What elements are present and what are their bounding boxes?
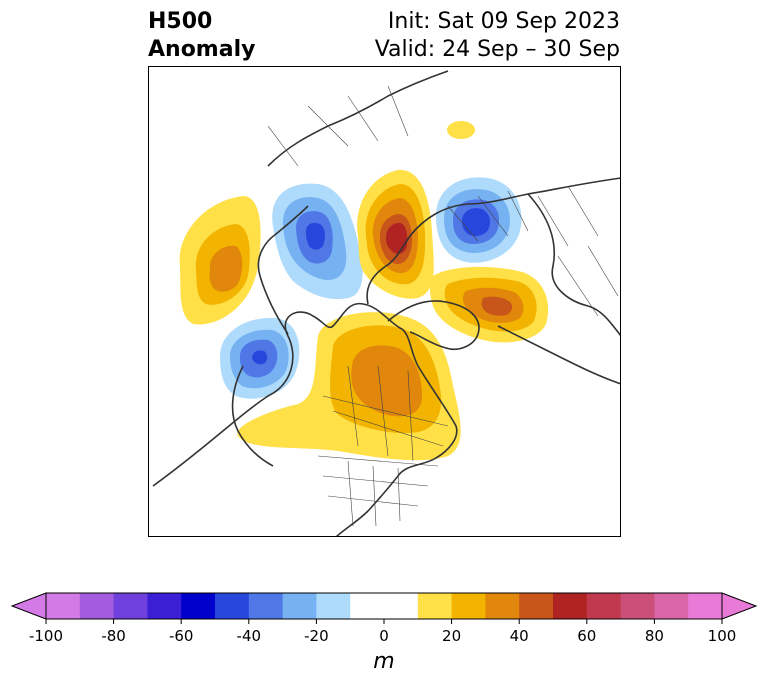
colorbar-cell <box>181 593 216 619</box>
colorbar-tick-label: -60 <box>169 627 194 645</box>
title-type: Anomaly <box>148 37 256 62</box>
colorbar-cell <box>350 593 385 619</box>
colorbar-tick-label: 20 <box>442 627 461 645</box>
colorbar-cell <box>485 593 520 619</box>
colorbar-tick-label: -80 <box>101 627 126 645</box>
colorbar-cell <box>654 593 689 619</box>
colorbar-tick-label: -40 <box>237 627 262 645</box>
colorbar-extend-low <box>10 592 47 620</box>
colorbar-cell <box>79 593 115 619</box>
colorbar-cell <box>451 593 486 619</box>
colorbar-cell <box>215 593 250 619</box>
colorbar-cell <box>46 593 81 619</box>
colorbar-cell <box>147 593 182 619</box>
positive-anomaly-greenland <box>429 266 549 343</box>
colorbar-tick-label: 40 <box>510 627 529 645</box>
colorbar-cell <box>384 593 419 619</box>
colorbar-cell <box>248 593 284 619</box>
colorbar-cell <box>553 593 588 619</box>
positive-anomaly-small-east <box>447 121 475 139</box>
init-time: Init: Sat 09 Sep 2023 <box>387 9 620 34</box>
colorbar-tick-label: 80 <box>645 627 664 645</box>
map-title: H500 Anomaly <box>148 8 255 64</box>
colorbar-tick-label: -100 <box>29 627 63 645</box>
colorbar-cell <box>417 593 453 619</box>
colorbar-tick-label: 0 <box>379 627 389 645</box>
colorbar-tick-label: -20 <box>304 627 329 645</box>
positive-anomaly-kara-sea <box>357 169 434 299</box>
coastlines <box>152 70 621 537</box>
negative-anomaly-scandinavia <box>436 177 522 263</box>
colorbar-cell <box>688 593 723 619</box>
colorbar-cell <box>113 593 148 619</box>
valid-period: Valid: 24 Sep – 30 Sep <box>374 37 620 62</box>
colorbar-unit-label: m <box>373 649 394 674</box>
colorbar: -100 -80 -60 -40 -20 0 20 40 60 80 100 m <box>10 592 758 674</box>
colorbar-cell <box>316 593 351 619</box>
title-variable: H500 <box>148 9 213 34</box>
colorbar-cell <box>282 593 317 619</box>
political-boundaries <box>267 85 619 527</box>
positive-anomaly-pacific <box>179 196 261 325</box>
colorbar-extend-high <box>721 592 758 620</box>
colorbar-cell <box>519 593 554 619</box>
run-info: Init: Sat 09 Sep 2023 Valid: 24 Sep – 30… <box>375 8 620 64</box>
colorbar-cell <box>586 593 622 619</box>
colorbar-tick-label: 60 <box>577 627 596 645</box>
anomaly-map <box>148 66 621 537</box>
negative-anomaly-gulf-of-alaska <box>220 317 300 399</box>
colorbar-cell <box>620 593 655 619</box>
colorbar-tick-label: 100 <box>708 627 737 645</box>
negative-anomaly-siberia <box>272 183 363 300</box>
colorbar-cells <box>10 592 758 620</box>
colorbar-ticks: -100 -80 -60 -40 -20 0 20 40 60 80 100 <box>29 619 736 645</box>
